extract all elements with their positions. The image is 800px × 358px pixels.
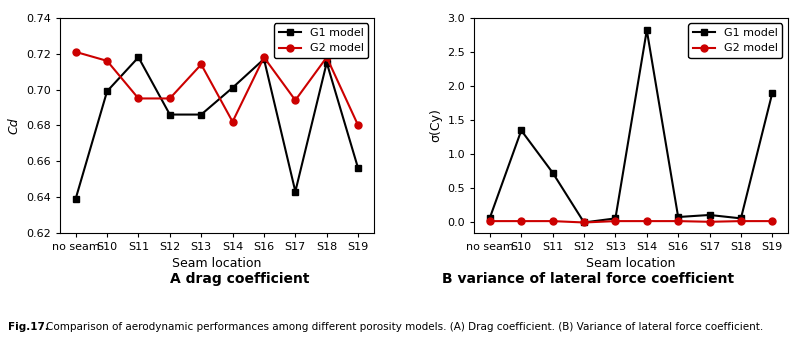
G1 model xyxy=(259,57,269,61)
G2 model xyxy=(767,219,777,223)
G1 model xyxy=(642,28,651,32)
Y-axis label: σ(Cy): σ(Cy) xyxy=(429,108,442,142)
Y-axis label: Cd: Cd xyxy=(7,117,21,134)
G2 model xyxy=(197,62,206,67)
Text: A drag coefficient: A drag coefficient xyxy=(170,272,310,286)
G2 model xyxy=(322,55,331,59)
G1 model xyxy=(197,112,206,117)
G2 model xyxy=(485,219,494,223)
G1 model xyxy=(134,55,143,59)
Line: G2 model: G2 model xyxy=(486,218,776,226)
G2 model xyxy=(610,219,620,223)
G1 model xyxy=(674,215,683,219)
G1 model xyxy=(322,61,331,65)
G1 model xyxy=(736,216,746,221)
G1 model xyxy=(290,189,300,194)
Text: Comparison of aerodynamic performances among different porosity models. (A) Drag: Comparison of aerodynamic performances a… xyxy=(46,322,764,332)
G1 model xyxy=(548,170,558,175)
G2 model xyxy=(674,219,683,223)
Line: G2 model: G2 model xyxy=(72,48,362,129)
G1 model xyxy=(517,128,526,132)
G1 model xyxy=(228,86,238,90)
G2 model xyxy=(579,220,589,224)
G2 model xyxy=(548,219,558,223)
G2 model xyxy=(102,59,112,63)
G1 model xyxy=(354,166,363,170)
X-axis label: Seam location: Seam location xyxy=(172,257,262,270)
G2 model xyxy=(259,55,269,59)
G2 model xyxy=(165,96,174,101)
G1 model xyxy=(485,216,494,220)
Legend: G1 model, G2 model: G1 model, G2 model xyxy=(274,24,368,58)
G1 model xyxy=(705,213,714,217)
G1 model xyxy=(102,89,112,93)
Legend: G1 model, G2 model: G1 model, G2 model xyxy=(689,24,782,58)
G2 model xyxy=(517,219,526,223)
Text: Fig.17.: Fig.17. xyxy=(8,322,49,332)
G2 model xyxy=(642,219,651,223)
G1 model xyxy=(165,112,174,117)
G2 model xyxy=(71,50,81,54)
G1 model xyxy=(71,197,81,201)
Line: G1 model: G1 model xyxy=(72,54,362,202)
G2 model xyxy=(354,123,363,127)
G2 model xyxy=(134,96,143,101)
G1 model xyxy=(767,91,777,95)
X-axis label: Seam location: Seam location xyxy=(586,257,676,270)
G2 model xyxy=(705,220,714,224)
G2 model xyxy=(228,120,238,124)
G2 model xyxy=(736,219,746,223)
G1 model xyxy=(579,220,589,224)
Line: G1 model: G1 model xyxy=(486,27,776,226)
Text: B variance of lateral force coefficient: B variance of lateral force coefficient xyxy=(442,272,734,286)
G2 model xyxy=(290,98,300,102)
G1 model xyxy=(610,216,620,221)
